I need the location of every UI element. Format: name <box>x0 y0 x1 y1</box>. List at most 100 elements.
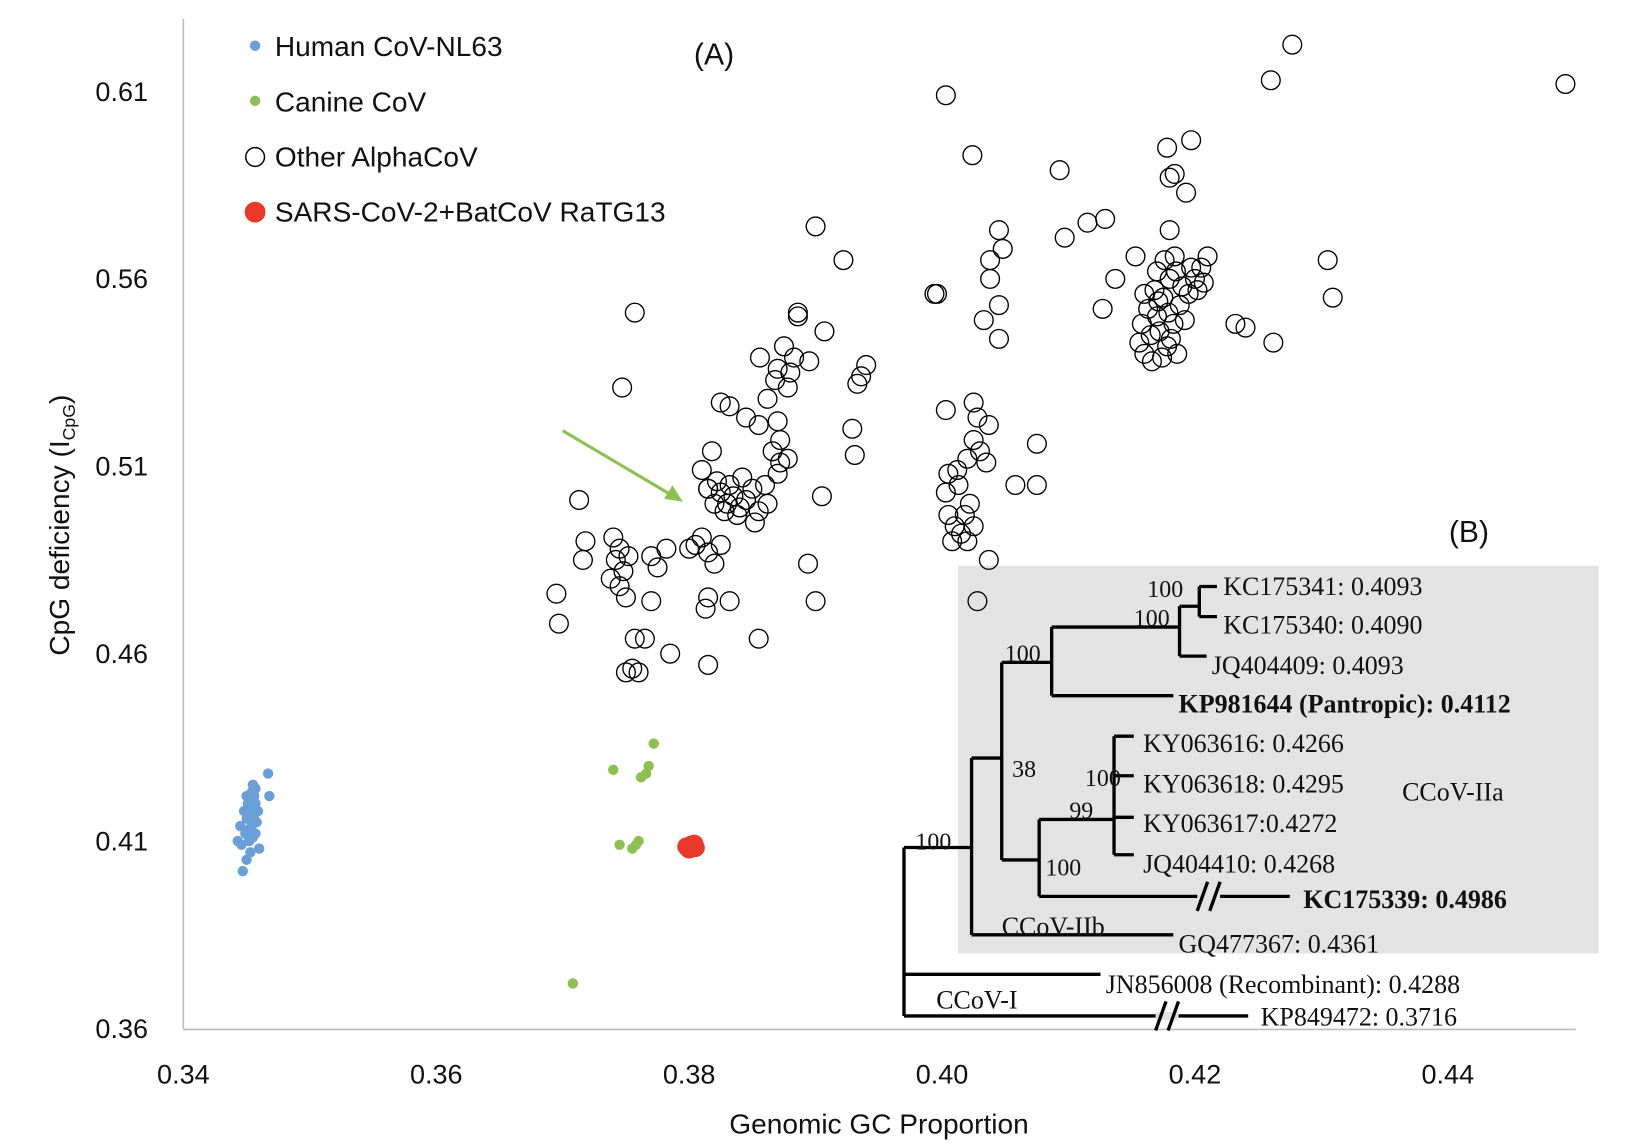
point-other-alphacov <box>1054 227 1075 248</box>
point-other-alphacov <box>1164 246 1185 267</box>
x-tick-label: 0.40 <box>916 1060 969 1090</box>
point-other-alphacov <box>1191 257 1212 278</box>
point-canine-cov <box>643 760 654 772</box>
point-other-alphacov <box>1134 343 1155 364</box>
point-other-alphacov <box>624 628 645 649</box>
point-other-alphacov <box>787 306 808 327</box>
point-human-cov-nl63 <box>245 847 256 858</box>
point-other-alphacov <box>1184 268 1205 289</box>
point-other-alphacov <box>1260 70 1281 91</box>
point-other-alphacov <box>575 531 596 552</box>
point-other-alphacov <box>569 489 590 511</box>
tree-leaf-label: JN856008 (Recombinant): 0.4288 <box>1106 970 1460 999</box>
point-other-alphacov <box>732 467 753 488</box>
point-other-alphacov <box>1159 220 1180 241</box>
point-other-alphacov <box>805 216 826 237</box>
point-canine-cov <box>608 764 619 776</box>
point-other-alphacov <box>856 355 877 376</box>
point-other-alphacov <box>1167 343 1188 364</box>
tree-leaf-label: JQ404410: 0.4268 <box>1143 849 1335 878</box>
point-other-alphacov <box>765 370 786 391</box>
point-human-cov-nl63 <box>232 835 243 847</box>
legend-marker-other-alpha <box>245 146 266 168</box>
point-other-alphacov <box>727 504 748 526</box>
point-other-alphacov <box>988 295 1009 316</box>
point-other-alphacov <box>1176 182 1197 203</box>
x-tick-label: 0.38 <box>663 1060 716 1090</box>
branch-break-gap <box>1197 892 1221 901</box>
y-axis-title-close: ) <box>44 395 75 404</box>
point-other-alphacov <box>1148 291 1169 312</box>
point-canine-cov <box>627 843 638 854</box>
point-other-alphacov <box>1163 313 1184 334</box>
point-other-alphacov <box>622 658 643 679</box>
point-other-alphacov <box>605 549 626 570</box>
point-other-alphacov <box>767 463 788 484</box>
x-tick-label: 0.36 <box>410 1060 463 1090</box>
point-other-alphacov <box>729 497 750 518</box>
panel-a-label: (A) <box>694 38 734 71</box>
point-other-alphacov <box>1152 347 1173 368</box>
point-other-alphacov <box>615 662 636 683</box>
point-other-alphacov <box>935 482 956 503</box>
point-other-alphacov <box>1138 298 1159 319</box>
point-other-alphacov <box>962 145 983 166</box>
point-other-alphacov <box>710 534 731 556</box>
point-other-alphacov <box>948 474 969 496</box>
y-tick-label: 0.41 <box>95 826 148 856</box>
point-other-alphacov <box>1282 34 1303 55</box>
point-other-alphacov <box>1160 328 1181 349</box>
point-other-alphacov <box>624 302 645 323</box>
x-tick-label: 0.42 <box>1169 1060 1222 1090</box>
point-other-alphacov <box>1317 250 1338 271</box>
point-human-cov-nl63 <box>247 779 259 791</box>
tree-leaf-label: JQ404409: 0.4093 <box>1212 651 1404 680</box>
point-other-alphacov <box>1026 433 1047 454</box>
legend-label-canine: Canine CoV <box>275 86 427 117</box>
point-other-alphacov <box>1026 474 1047 496</box>
point-other-alphacov <box>600 568 621 589</box>
point-other-alphacov <box>787 302 808 323</box>
point-other-alphacov <box>767 411 788 432</box>
point-other-alphacov <box>957 448 978 469</box>
point-other-alphacov <box>978 549 999 570</box>
bootstrap-value: 100 <box>1085 766 1121 792</box>
point-other-alphacov <box>548 613 569 634</box>
point-other-alphacov <box>784 347 805 368</box>
point-other-alphacov <box>973 310 994 331</box>
point-other-alphacov <box>814 321 835 342</box>
point-other-alphacov <box>748 628 769 649</box>
clade-label-i: CCoV-I <box>936 986 1017 1015</box>
point-other-alphacov <box>1049 160 1070 181</box>
point-other-alphacov <box>799 351 820 372</box>
bootstrap-value: 99 <box>1069 798 1093 824</box>
tree-leaf-label: KC175341: 0.4093 <box>1223 572 1422 601</box>
point-canine-cov <box>567 978 579 989</box>
point-other-alphacov <box>757 493 778 514</box>
branch-break-mark <box>1154 1000 1168 1032</box>
point-other-alphacov <box>618 546 639 567</box>
point-other-alphacov <box>833 250 854 271</box>
legend-marker-sars2 <box>244 201 266 223</box>
tree-leaf-label: KY063617:0.4272 <box>1143 809 1337 838</box>
point-other-alphacov <box>641 591 662 612</box>
point-other-alphacov <box>701 441 722 462</box>
point-other-alphacov <box>967 407 988 428</box>
point-other-alphacov <box>935 400 956 421</box>
bootstrap-value: 100 <box>1045 856 1081 882</box>
point-other-alphacov <box>967 591 988 612</box>
point-other-alphacov <box>954 504 975 526</box>
legend: Human CoV-NL63 Canine CoV Other AlphaCoV… <box>244 31 666 227</box>
point-other-alphacov <box>691 459 712 481</box>
point-other-alphacov <box>942 531 963 552</box>
y-tick-label: 0.51 <box>95 452 148 482</box>
point-other-alphacov <box>685 534 706 556</box>
bootstrap-value: 100 <box>1134 606 1170 632</box>
point-canine-cov <box>614 839 625 850</box>
point-other-alphacov <box>969 441 991 462</box>
point-other-alphacov <box>679 538 700 559</box>
point-other-alphacov <box>698 542 719 563</box>
point-human-cov-nl63 <box>254 843 265 854</box>
point-other-alphacov <box>1164 163 1185 184</box>
point-other-alphacov <box>736 407 757 428</box>
